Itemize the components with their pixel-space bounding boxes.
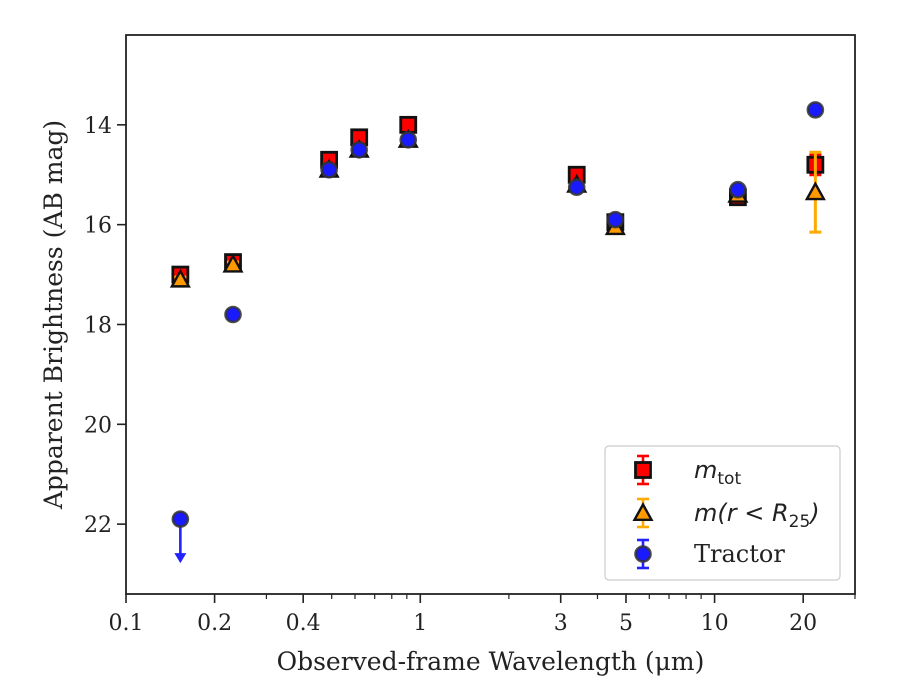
- legend-frame: [604, 445, 841, 581]
- x-tick-label: 3: [554, 611, 568, 636]
- x-axis-label: Observed-frame Wavelength (μm): [277, 647, 705, 676]
- x-tick-label: 20: [789, 611, 817, 636]
- data-point: [171, 510, 190, 528]
- upper-limit-arrowhead: [174, 553, 187, 564]
- x-tick-label: 5: [619, 611, 633, 636]
- data-point: [729, 180, 747, 199]
- legend: mtot m(r < R25) Tractor: [604, 445, 841, 581]
- data-point: [606, 210, 625, 229]
- data-point: [350, 140, 368, 159]
- legend-marker: [634, 545, 652, 563]
- data-point: [224, 305, 242, 324]
- legend-label: m(r < R25): [694, 499, 820, 532]
- plot-frame: [125, 34, 856, 595]
- y-tick-label: 16: [84, 214, 112, 239]
- x-tick-label: 1: [413, 611, 427, 636]
- x-tick-label: 0.1: [109, 611, 144, 636]
- y-tick-label: 14: [84, 114, 112, 139]
- legend-label: Tractor: [694, 540, 785, 568]
- legend-marker: [632, 502, 654, 521]
- data-point: [399, 131, 418, 149]
- y-tick-label: 20: [84, 413, 112, 438]
- y-axis-label: Apparent Brightness (AB mag): [39, 120, 68, 510]
- series-circle: [171, 101, 825, 564]
- data-point: [222, 253, 244, 273]
- legend-label: mtot: [694, 456, 741, 489]
- data-point: [320, 160, 338, 179]
- data-point: [567, 178, 586, 197]
- data-point: [804, 181, 826, 201]
- y-tick-label: 18: [84, 313, 112, 338]
- x-tick-label: 0.2: [197, 611, 232, 636]
- data-point: [806, 101, 825, 119]
- y-axis-ticks: 14 16 18 20 22: [84, 114, 126, 538]
- x-axis-ticks: 0.1 0.2 0.4 1 3 5 10 20: [109, 594, 856, 636]
- x-tick-label: 10: [701, 611, 729, 636]
- data-marks: [169, 101, 826, 564]
- x-tick-label: 0.4: [286, 611, 321, 636]
- data-point: [169, 268, 191, 288]
- legend-marker: [634, 461, 652, 479]
- y-tick-label: 22: [84, 513, 112, 538]
